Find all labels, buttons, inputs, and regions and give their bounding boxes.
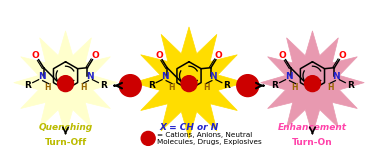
Text: N: N — [209, 72, 217, 81]
Circle shape — [119, 75, 141, 97]
Text: N: N — [161, 72, 169, 81]
Circle shape — [57, 76, 73, 92]
Text: R: R — [271, 81, 278, 90]
Text: O: O — [91, 51, 99, 60]
Text: R: R — [100, 81, 107, 90]
Text: N: N — [285, 72, 292, 81]
Text: H: H — [44, 83, 51, 92]
Text: H: H — [327, 83, 334, 92]
Text: H: H — [80, 83, 87, 92]
Text: N: N — [38, 72, 45, 81]
Text: R: R — [223, 81, 230, 90]
Text: = Cations, Anions, Neutral: = Cations, Anions, Neutral — [157, 132, 253, 138]
Text: X: X — [62, 76, 69, 85]
Text: H: H — [204, 83, 210, 92]
Polygon shape — [14, 31, 117, 134]
Text: R: R — [24, 81, 31, 90]
Circle shape — [237, 75, 259, 97]
Text: O: O — [32, 51, 40, 60]
Text: X: X — [186, 76, 192, 85]
Text: O: O — [155, 51, 163, 60]
Text: X: X — [309, 76, 316, 85]
Text: Enhancement: Enhancement — [278, 123, 347, 132]
Circle shape — [305, 76, 321, 92]
Text: Turn-Off: Turn-Off — [45, 138, 87, 147]
Text: H: H — [291, 83, 298, 92]
Polygon shape — [133, 27, 245, 138]
Text: O: O — [338, 51, 346, 60]
Text: Quenching: Quenching — [39, 123, 93, 132]
Text: R: R — [148, 81, 155, 90]
Text: Molecules, Drugs, Explosives: Molecules, Drugs, Explosives — [157, 139, 262, 145]
Text: R: R — [347, 81, 354, 90]
Text: O: O — [215, 51, 223, 60]
Text: Turn-On: Turn-On — [292, 138, 333, 147]
Polygon shape — [261, 31, 364, 134]
Text: O: O — [279, 51, 287, 60]
Text: N: N — [333, 72, 340, 81]
Circle shape — [141, 131, 155, 145]
Text: N: N — [86, 72, 93, 81]
Text: X = CH or N: X = CH or N — [160, 123, 218, 132]
Circle shape — [181, 76, 197, 92]
Text: H: H — [168, 83, 174, 92]
